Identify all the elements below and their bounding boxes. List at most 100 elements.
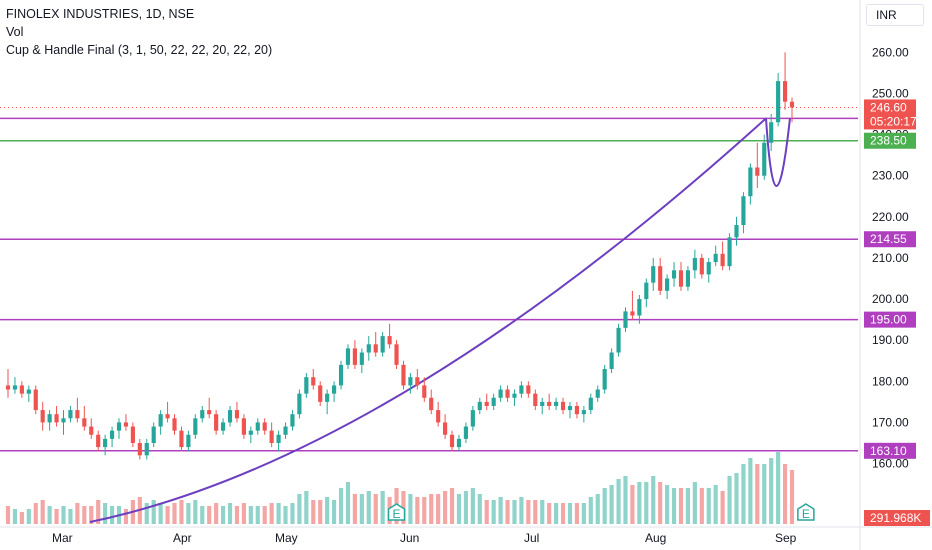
candle-body[interactable] [359, 352, 364, 365]
candle-body[interactable] [33, 389, 38, 411]
candle-body[interactable] [19, 385, 24, 394]
earnings-marker[interactable] [797, 503, 815, 521]
candle-body[interactable] [526, 385, 531, 394]
candle-body[interactable] [463, 426, 468, 439]
candle-body[interactable] [734, 225, 739, 238]
candle-body[interactable] [248, 430, 253, 435]
candle-body[interactable] [651, 266, 656, 283]
candle-body[interactable] [109, 430, 115, 439]
candle-body[interactable] [75, 410, 80, 419]
candle-body[interactable] [616, 327, 621, 353]
candle-body[interactable] [574, 405, 580, 415]
candle-body[interactable] [380, 336, 385, 353]
candle-body[interactable] [186, 434, 191, 448]
candle-body[interactable] [762, 142, 767, 176]
candle-body[interactable] [165, 414, 170, 419]
candle-body[interactable] [290, 414, 295, 427]
candle-body[interactable] [436, 410, 441, 423]
candle-body[interactable] [54, 414, 59, 423]
volume-value-badge[interactable] [864, 510, 930, 526]
candle-body[interactable] [311, 377, 316, 386]
level-price-badge[interactable] [864, 311, 916, 328]
candle-body[interactable] [533, 393, 538, 406]
candle-body[interactable] [387, 336, 392, 345]
candle-body[interactable] [602, 368, 607, 390]
candle-body[interactable] [547, 401, 552, 406]
candle-body[interactable] [429, 397, 434, 411]
candle-body[interactable] [422, 385, 427, 398]
level-price-badge[interactable] [864, 442, 916, 459]
candle-body[interactable] [685, 270, 691, 287]
candle-body[interactable] [172, 418, 177, 431]
candle-body[interactable] [269, 430, 274, 443]
symbol-title[interactable]: FINOLEX INDUSTRIES, 1D, NSE [6, 7, 195, 21]
candle-body[interactable] [47, 414, 52, 423]
candle-body[interactable] [318, 385, 323, 402]
level-price-badge[interactable] [864, 132, 916, 149]
candle-body[interactable] [720, 253, 725, 267]
candle-body[interactable] [325, 393, 330, 402]
candle-body[interactable] [40, 410, 45, 423]
candle-body[interactable] [220, 422, 226, 431]
candle-body[interactable] [789, 101, 795, 108]
candle-body[interactable] [484, 401, 489, 406]
candle-body[interactable] [623, 311, 628, 328]
candle-body[interactable] [82, 418, 87, 427]
candle-body[interactable] [123, 422, 129, 427]
candle-body[interactable] [769, 122, 774, 143]
candle-body[interactable] [130, 426, 135, 443]
candle-body[interactable] [151, 426, 156, 443]
candle-body[interactable] [519, 385, 524, 394]
candle-body[interactable] [678, 270, 684, 287]
candle-body[interactable] [373, 344, 378, 353]
candle-body[interactable] [227, 410, 233, 423]
candle-body[interactable] [214, 414, 219, 431]
candle-body[interactable] [12, 385, 18, 390]
candle-body[interactable] [713, 253, 718, 263]
candle-body[interactable] [144, 442, 149, 456]
candle-body[interactable] [491, 397, 496, 406]
candle-body[interactable] [637, 299, 642, 316]
candle-body[interactable] [241, 418, 246, 435]
candle-body[interactable] [96, 434, 101, 448]
candle-body[interactable] [401, 364, 406, 386]
candle-body[interactable] [345, 348, 351, 365]
candle-body[interactable] [89, 426, 94, 435]
candle-body[interactable] [137, 442, 142, 456]
candle-body[interactable] [776, 81, 781, 123]
candle-body[interactable] [560, 401, 566, 411]
cup-handle-indicator-label[interactable]: Cup & Handle Final (3, 1, 50, 22, 22, 20… [6, 43, 273, 57]
currency-selector[interactable]: INR [866, 4, 924, 26]
candle-body[interactable] [609, 352, 614, 369]
candle-body[interactable] [415, 377, 420, 386]
candle-body[interactable] [449, 434, 455, 448]
candle-body[interactable] [200, 410, 205, 419]
candle-body[interactable] [68, 410, 73, 419]
candle-body[interactable] [366, 344, 371, 353]
candle-body[interactable] [748, 167, 753, 197]
candle-body[interactable] [255, 422, 260, 431]
candle-body[interactable] [103, 438, 108, 448]
candle-body[interactable] [332, 385, 337, 394]
candle-body[interactable] [352, 348, 357, 365]
candle-body[interactable] [338, 364, 344, 386]
candle-body[interactable] [283, 426, 288, 435]
candle-body[interactable] [630, 311, 635, 316]
candle-body[interactable] [207, 410, 212, 415]
candle-body[interactable] [297, 393, 302, 415]
current-price-badge[interactable] [864, 99, 916, 130]
candle-body[interactable] [158, 414, 163, 427]
candle-body[interactable] [658, 266, 663, 291]
candle-body[interactable] [477, 401, 482, 411]
candle-body[interactable] [262, 422, 267, 431]
candle-body[interactable] [234, 410, 240, 419]
candle-body[interactable] [304, 377, 309, 394]
candle-body[interactable] [692, 257, 697, 271]
candle-body[interactable] [588, 397, 593, 411]
candle-body[interactable] [179, 430, 184, 448]
candle-body[interactable] [644, 282, 649, 300]
candle-body[interactable] [470, 410, 475, 427]
candle-body[interactable] [671, 270, 677, 279]
candle-body[interactable] [665, 278, 670, 291]
candle-body[interactable] [5, 385, 11, 390]
